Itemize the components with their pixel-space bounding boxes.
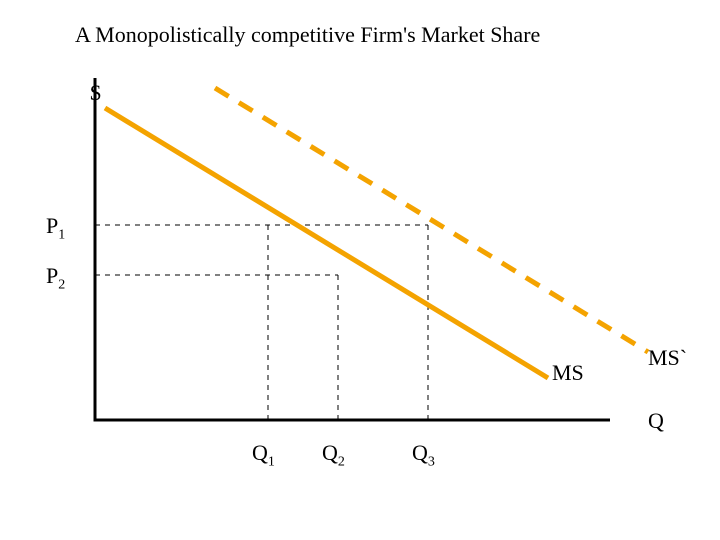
ms-prime-line — [215, 88, 648, 352]
chart-canvas — [0, 0, 720, 540]
guide-lines — [95, 225, 428, 420]
ms-line — [105, 108, 548, 378]
